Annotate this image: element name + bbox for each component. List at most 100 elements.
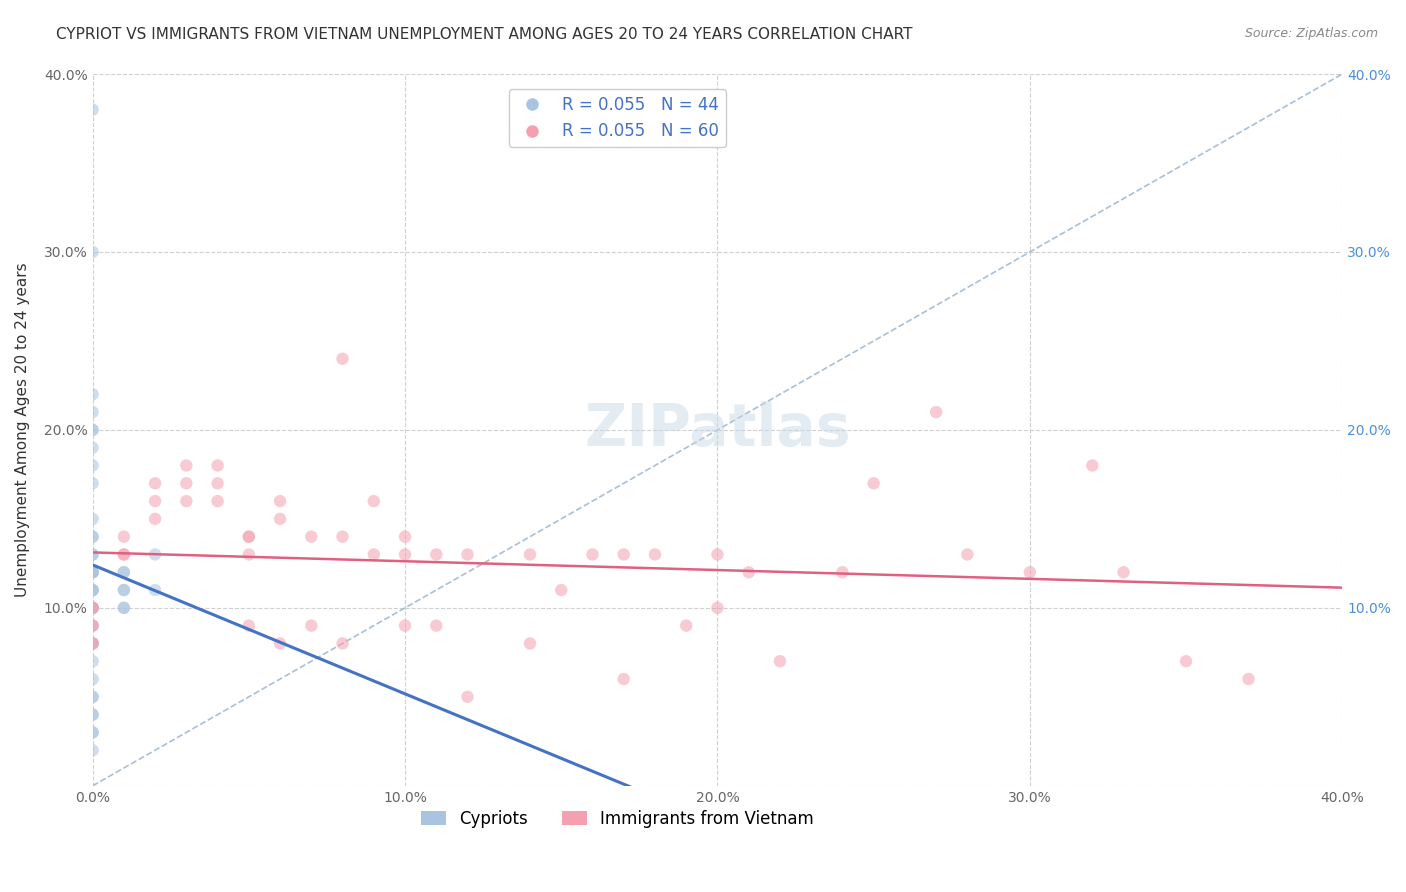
Point — [82, 707, 104, 722]
Point — [82, 566, 104, 580]
Point — [82, 387, 104, 401]
Point — [82, 690, 104, 704]
Point — [550, 582, 572, 597]
Text: ZIPatlas: ZIPatlas — [583, 401, 851, 458]
Point — [143, 548, 166, 562]
Point — [706, 600, 728, 615]
Point — [82, 458, 104, 473]
Point — [1175, 654, 1198, 668]
Point — [363, 494, 385, 508]
Point — [332, 351, 354, 366]
Point — [176, 458, 198, 473]
Point — [1081, 458, 1104, 473]
Point — [299, 530, 322, 544]
Point — [82, 103, 104, 117]
Point — [82, 566, 104, 580]
Point — [1237, 672, 1260, 686]
Point — [394, 548, 416, 562]
Text: CYPRIOT VS IMMIGRANTS FROM VIETNAM UNEMPLOYMENT AMONG AGES 20 TO 24 YEARS CORREL: CYPRIOT VS IMMIGRANTS FROM VIETNAM UNEMP… — [56, 27, 912, 42]
Point — [831, 566, 853, 580]
Point — [1112, 566, 1135, 580]
Point — [82, 600, 104, 615]
Point — [207, 494, 229, 508]
Point — [82, 636, 104, 650]
Point — [769, 654, 792, 668]
Point — [457, 690, 479, 704]
Point — [82, 725, 104, 739]
Point — [82, 690, 104, 704]
Point — [112, 600, 135, 615]
Point — [581, 548, 603, 562]
Point — [112, 548, 135, 562]
Point — [82, 405, 104, 419]
Point — [82, 476, 104, 491]
Point — [143, 494, 166, 508]
Point — [112, 566, 135, 580]
Point — [82, 618, 104, 632]
Point — [706, 548, 728, 562]
Point — [82, 582, 104, 597]
Point — [956, 548, 979, 562]
Point — [82, 512, 104, 526]
Point — [82, 582, 104, 597]
Point — [82, 600, 104, 615]
Point — [176, 476, 198, 491]
Point — [613, 548, 636, 562]
Point — [143, 476, 166, 491]
Point — [82, 636, 104, 650]
Point — [394, 618, 416, 632]
Point — [269, 636, 291, 650]
Point — [207, 476, 229, 491]
Point — [394, 530, 416, 544]
Point — [299, 618, 322, 632]
Point — [143, 582, 166, 597]
Point — [82, 566, 104, 580]
Point — [82, 244, 104, 259]
Point — [82, 566, 104, 580]
Point — [519, 548, 541, 562]
Point — [675, 618, 697, 632]
Point — [82, 654, 104, 668]
Point — [82, 530, 104, 544]
Point — [82, 707, 104, 722]
Point — [1018, 566, 1040, 580]
Point — [519, 636, 541, 650]
Point — [82, 600, 104, 615]
Point — [613, 672, 636, 686]
Text: Source: ZipAtlas.com: Source: ZipAtlas.com — [1244, 27, 1378, 40]
Point — [112, 548, 135, 562]
Point — [269, 494, 291, 508]
Point — [363, 548, 385, 562]
Point — [457, 548, 479, 562]
Point — [112, 582, 135, 597]
Point — [82, 423, 104, 437]
Point — [862, 476, 884, 491]
Point — [425, 618, 447, 632]
Point — [737, 566, 759, 580]
Y-axis label: Unemployment Among Ages 20 to 24 years: Unemployment Among Ages 20 to 24 years — [15, 262, 30, 598]
Point — [238, 618, 260, 632]
Point — [238, 530, 260, 544]
Point — [112, 566, 135, 580]
Point — [82, 725, 104, 739]
Point — [644, 548, 666, 562]
Point — [176, 494, 198, 508]
Point — [269, 512, 291, 526]
Legend: Cypriots, Immigrants from Vietnam: Cypriots, Immigrants from Vietnam — [415, 803, 820, 834]
Point — [82, 530, 104, 544]
Point — [425, 548, 447, 562]
Point — [82, 548, 104, 562]
Point — [82, 423, 104, 437]
Point — [82, 600, 104, 615]
Point — [332, 530, 354, 544]
Point — [82, 618, 104, 632]
Point — [238, 548, 260, 562]
Point — [82, 672, 104, 686]
Point — [82, 636, 104, 650]
Point — [238, 530, 260, 544]
Point — [82, 618, 104, 632]
Point — [82, 548, 104, 562]
Point — [82, 441, 104, 455]
Point — [82, 582, 104, 597]
Point — [112, 582, 135, 597]
